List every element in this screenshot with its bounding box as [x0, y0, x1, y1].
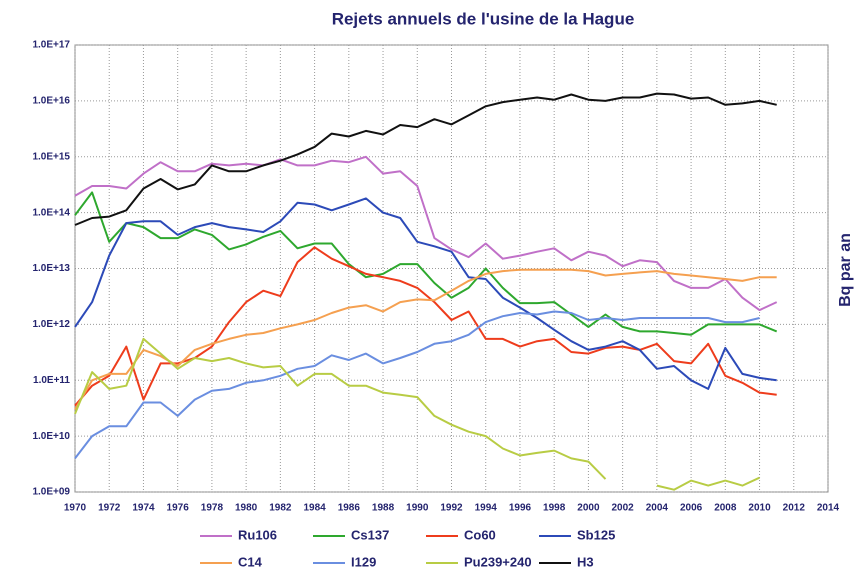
- y-tick-label: 1.0E+13: [32, 263, 70, 274]
- series-line: [74, 92, 777, 226]
- y-tick-label: 1.0E+11: [33, 375, 70, 386]
- x-tick-label: 1990: [406, 503, 429, 514]
- x-tick-label: 1972: [98, 503, 121, 514]
- y-tick-label: 1.0E+12: [32, 319, 70, 330]
- x-tick-label: 1986: [338, 503, 361, 514]
- x-tick-label: 1992: [440, 503, 463, 514]
- legend-label: Pu239+240: [464, 554, 532, 569]
- chart-title: Rejets annuels de l'usine de la Hague: [332, 9, 635, 28]
- x-tick-label: 2006: [680, 503, 703, 514]
- x-tick-label: 1980: [235, 503, 258, 514]
- series-line: [74, 337, 607, 480]
- series-line: [74, 191, 778, 336]
- y-tick-label: 1.0E+16: [32, 96, 70, 107]
- legend-label: Sb125: [577, 527, 615, 542]
- x-tick-label: 1982: [269, 503, 292, 514]
- x-tick-label: 2010: [748, 503, 771, 514]
- x-tick-label: 2004: [646, 503, 669, 514]
- series-line: [74, 197, 777, 390]
- series-line: [74, 246, 777, 407]
- x-tick-label: 1984: [303, 503, 326, 514]
- series-line: [74, 310, 760, 460]
- x-tick-label: 2000: [577, 503, 600, 514]
- y-tick-label: 1.0E+15: [32, 151, 70, 162]
- legend-label: I129: [351, 554, 376, 569]
- legend-label: Ru106: [238, 527, 277, 542]
- x-tick-label: 1988: [372, 503, 395, 514]
- x-tick-label: 1996: [509, 503, 532, 514]
- legend-label: Cs137: [351, 527, 389, 542]
- y-tick-label: 1.0E+14: [32, 207, 70, 218]
- y-tick-label: 1.0E+17: [32, 40, 70, 51]
- x-tick-label: 1974: [132, 503, 155, 514]
- x-tick-label: 1978: [201, 503, 224, 514]
- x-tick-label: 1994: [475, 503, 498, 514]
- x-tick-label: 2012: [783, 503, 806, 514]
- legend-label: H3: [577, 554, 594, 569]
- y-tick-label: 1.0E+09: [32, 487, 70, 498]
- x-tick-label: 2002: [612, 503, 635, 514]
- series-line: [74, 268, 777, 411]
- y-tick-label: 1.0E+10: [32, 431, 70, 442]
- x-tick-label: 2008: [714, 503, 737, 514]
- x-tick-label: 1970: [64, 503, 87, 514]
- series-line: [74, 155, 778, 312]
- legend-label: C14: [238, 554, 263, 569]
- series-line: [656, 476, 760, 491]
- legend-label: Co60: [464, 527, 496, 542]
- x-tick-label: 1976: [167, 503, 190, 514]
- x-tick-label: 1998: [543, 503, 566, 514]
- x-tick-label: 2014: [817, 503, 840, 514]
- y-axis-label: Bq par an: [837, 233, 854, 307]
